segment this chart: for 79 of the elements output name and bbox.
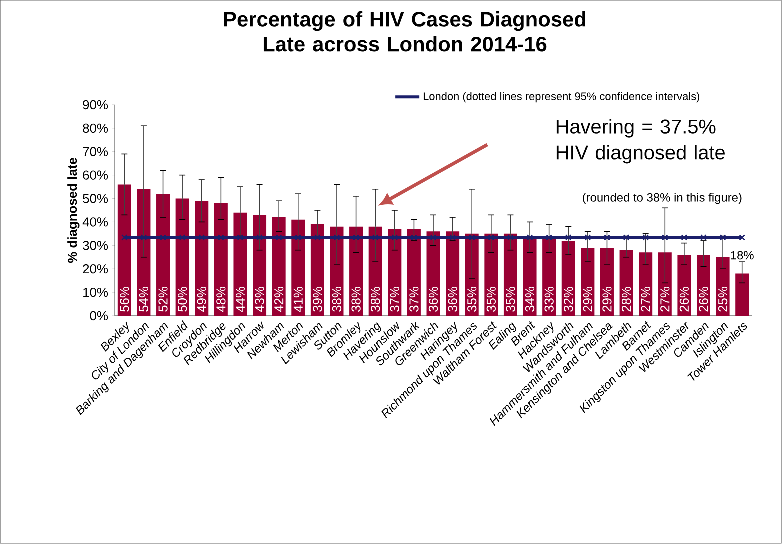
bar (620, 250, 634, 316)
data-label: 38% (332, 286, 342, 312)
data-label: 52% (158, 286, 168, 312)
bar (639, 252, 653, 316)
bar (504, 234, 518, 316)
bar (118, 184, 132, 316)
bar (272, 218, 286, 316)
bar (600, 248, 614, 316)
data-label: 56% (120, 286, 130, 312)
bar (292, 220, 306, 316)
y-tick-label: 30% (83, 241, 108, 250)
data-label: 35% (486, 286, 496, 312)
data-label: 27% (660, 286, 670, 312)
data-label: 54% (139, 286, 149, 312)
bar (678, 255, 692, 316)
bar (388, 229, 402, 316)
y-axis-title: % diagnosed late (68, 158, 80, 264)
bar (697, 255, 710, 316)
data-label: 48% (216, 286, 226, 312)
data-label: 27% (641, 286, 650, 312)
bar (330, 226, 344, 316)
y-tick-label: 70% (83, 147, 108, 156)
bar (542, 238, 556, 316)
y-tick-label: 10% (84, 288, 108, 298)
data-label: 42% (274, 286, 284, 312)
bar (581, 248, 595, 316)
data-label: 33% (544, 286, 554, 312)
bar (484, 234, 498, 316)
data-label: 34% (525, 286, 535, 312)
data-label: 29% (602, 286, 612, 312)
data-label: 49% (197, 286, 206, 312)
data-label: 36% (428, 286, 438, 312)
data-label: 37% (410, 286, 419, 312)
bar (368, 226, 382, 316)
y-tick-label: 90% (83, 100, 108, 110)
bar (310, 224, 324, 316)
bar (523, 236, 537, 316)
y-tick-label: 40% (82, 218, 108, 227)
bar (562, 240, 576, 316)
y-tick-label: 20% (83, 264, 108, 274)
annotation: (rounded to 38% in this figure) (583, 193, 742, 204)
data-label: 35% (468, 286, 477, 312)
bar (214, 203, 228, 316)
bar (253, 215, 267, 316)
y-tick-label: 0% (90, 311, 108, 321)
data-label: 32% (564, 286, 574, 312)
data-label: 35% (506, 286, 516, 312)
bar (176, 198, 190, 316)
data-label: 50% (178, 286, 188, 312)
data-label: 38% (352, 286, 361, 312)
bar (446, 232, 460, 316)
bar (426, 232, 440, 316)
data-label: 29% (583, 286, 593, 312)
bar (156, 194, 170, 316)
bar (234, 212, 248, 316)
data-label: 43% (255, 286, 264, 312)
data-label: 37% (390, 286, 400, 312)
legend-label: London (dotted lines represent 95% confidence intervals) (424, 92, 700, 103)
y-tick-label: 60% (83, 170, 108, 180)
y-tick-label: 50% (83, 194, 108, 204)
data-label: 38% (371, 286, 380, 312)
data-label: 28% (622, 286, 632, 312)
annotation: Havering = 37.5% HIV diagnosed late (556, 119, 725, 164)
data-label: 36% (448, 286, 458, 312)
data-label: 25% (718, 286, 728, 312)
bar (716, 257, 730, 316)
data-label: 39% (313, 286, 322, 312)
data-label: 26% (699, 286, 708, 312)
data-label: 41% (294, 286, 303, 312)
y-tick-label: 80% (83, 124, 108, 134)
data-label: 18% (731, 251, 754, 260)
data-label: 44% (236, 286, 246, 312)
bar (350, 226, 364, 316)
bar (736, 274, 750, 316)
bar (195, 201, 209, 316)
data-label: 26% (680, 286, 690, 312)
bar (658, 252, 672, 316)
bar (407, 229, 421, 316)
chart-title: Percentage of HIV Cases Diagnosed Late across London 2014-16 (224, 12, 586, 52)
